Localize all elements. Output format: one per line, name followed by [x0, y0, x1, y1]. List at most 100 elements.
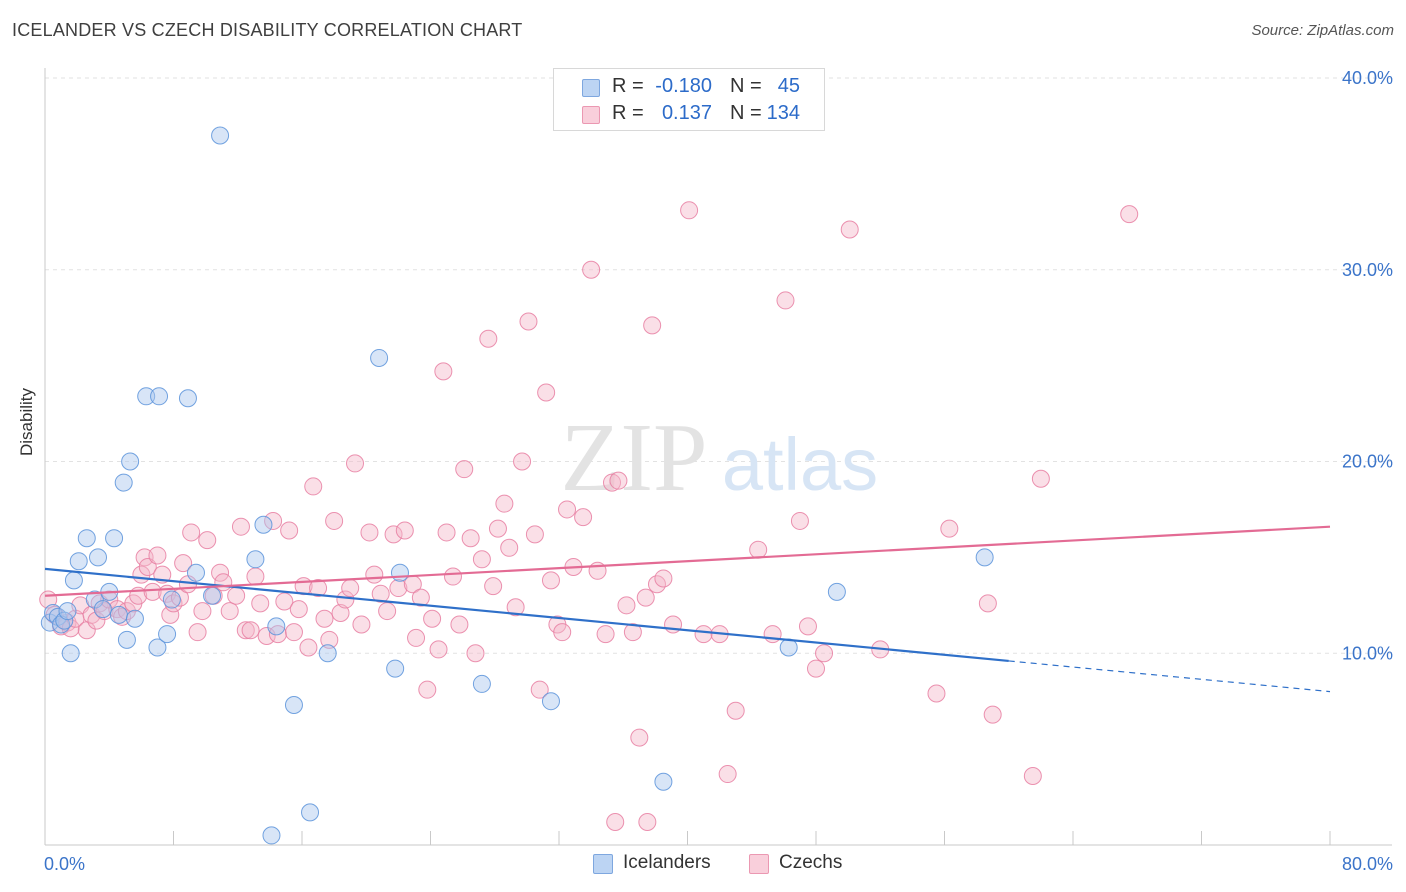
point-czechs — [506, 598, 525, 617]
axis-layer — [44, 68, 1392, 846]
point-czechs — [450, 615, 469, 634]
point-czechs — [389, 579, 408, 598]
legend-row-icelanders: R = -0.180 N = 45 — [554, 73, 824, 101]
points-layer — [39, 126, 1139, 845]
point-czechs — [574, 508, 593, 527]
point-czechs — [1031, 469, 1050, 488]
point-czechs — [220, 602, 239, 621]
point-czechs — [174, 554, 193, 573]
y-tick-label: 30.0% — [1342, 260, 1393, 280]
grid-layer — [45, 77, 1392, 654]
point-czechs — [461, 529, 480, 548]
point-czechs — [320, 630, 339, 649]
point-czechs — [807, 659, 825, 678]
point-czechs — [1120, 205, 1139, 224]
point-czechs — [636, 588, 655, 607]
point-czechs — [940, 519, 959, 538]
point-czechs — [61, 619, 80, 638]
point-czechs — [289, 600, 308, 619]
legend-n-label: N = — [730, 102, 762, 124]
point-czechs — [643, 316, 662, 335]
point-icelanders — [254, 515, 273, 534]
point-czechs — [182, 523, 201, 542]
point-czechs — [304, 477, 323, 496]
point-czechs — [654, 569, 673, 588]
point-czechs — [352, 615, 371, 634]
point-czechs — [596, 625, 615, 644]
point-icelanders — [211, 126, 230, 145]
point-icelanders — [61, 644, 80, 663]
y-tick-label: 10.0% — [1342, 643, 1393, 663]
point-icelanders — [77, 529, 96, 548]
point-icelanders — [390, 563, 409, 582]
point-czechs — [680, 201, 699, 220]
point-czechs — [558, 500, 577, 519]
point-icelanders — [262, 826, 281, 845]
point-czechs — [434, 362, 453, 381]
point-czechs — [346, 454, 365, 473]
point-czechs — [749, 540, 768, 559]
point-czechs — [360, 523, 379, 542]
legend-swatch-icelanders — [582, 79, 600, 97]
point-icelanders — [827, 582, 846, 601]
y-tick-label: 20.0% — [1342, 452, 1393, 472]
point-czechs — [365, 565, 384, 584]
point-czechs — [519, 312, 538, 331]
point-czechs — [246, 567, 265, 586]
point-czechs — [148, 546, 167, 565]
point-icelanders — [150, 387, 169, 406]
point-czechs — [455, 460, 474, 479]
point-icelanders — [58, 602, 77, 621]
point-czechs — [423, 609, 442, 628]
watermark: ZIP atlas — [561, 404, 879, 512]
point-czechs — [495, 494, 514, 513]
point-czechs — [284, 623, 303, 642]
trend-extension-icelanders — [1008, 660, 1331, 693]
legend-r-value: 0.137 — [661, 102, 712, 124]
point-czechs — [275, 592, 294, 611]
point-icelanders — [93, 600, 112, 619]
point-czechs — [472, 550, 491, 569]
trend-layer — [44, 525, 1331, 693]
source-note: Source: ZipAtlas.com — [1251, 22, 1394, 39]
point-czechs — [798, 617, 817, 636]
point-icelanders — [121, 452, 140, 471]
point-czechs — [638, 812, 657, 831]
point-czechs — [466, 644, 485, 663]
legend-r-value: -0.180 — [655, 75, 712, 97]
point-czechs — [268, 625, 287, 644]
point-icelanders — [318, 644, 337, 663]
point-czechs — [264, 511, 283, 530]
point-icelanders — [203, 586, 222, 605]
point-czechs — [776, 291, 795, 310]
point-czechs — [694, 625, 713, 644]
point-czechs — [384, 525, 403, 544]
legend-n-label: N = — [730, 75, 762, 97]
point-czechs — [429, 640, 448, 659]
point-icelanders — [105, 529, 124, 548]
point-icelanders — [246, 550, 265, 569]
point-icelanders — [186, 563, 205, 582]
point-icelanders — [148, 638, 167, 657]
point-czechs — [530, 680, 549, 699]
point-czechs — [227, 586, 246, 605]
point-czechs — [241, 621, 260, 640]
point-czechs — [983, 705, 1002, 724]
point-czechs — [309, 579, 328, 598]
point-icelanders — [69, 552, 88, 571]
point-czechs — [840, 220, 859, 239]
point-czechs — [371, 584, 390, 603]
y-tick-label: 40.0% — [1342, 68, 1393, 88]
point-icelanders — [178, 389, 197, 408]
trend-line-icelanders — [44, 567, 1009, 663]
point-czechs — [484, 577, 503, 596]
point-czechs — [211, 563, 230, 582]
point-czechs — [927, 684, 946, 703]
point-czechs — [541, 571, 560, 590]
point-icelanders — [158, 625, 177, 644]
point-czechs — [443, 567, 462, 586]
point-czechs — [718, 765, 737, 784]
point-czechs — [488, 519, 507, 538]
point-icelanders — [137, 387, 156, 406]
